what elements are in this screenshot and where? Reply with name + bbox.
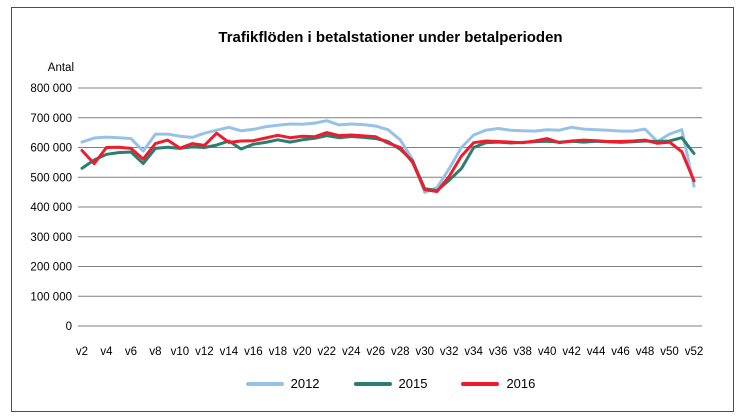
series-line-2012 [80, 119, 696, 194]
legend-item-2012: 2012 [245, 376, 320, 391]
chart-canvas: 800 000 700 000 600 000 500 000 400 000 300 0… [30, 83, 704, 358]
x-tick-label: v38 [513, 346, 532, 358]
x-tick-label: v30 [415, 346, 434, 358]
legend-swatch-2012 [245, 381, 284, 386]
y-tick-label: 300 000 [30, 232, 72, 244]
legend-label: 2015 [398, 376, 428, 391]
x-tick-label: v20 [293, 346, 312, 358]
legend-swatch-2016 [461, 381, 500, 386]
legend-label: 2016 [506, 376, 536, 391]
x-tick-label: v6 [125, 346, 137, 358]
x-tick-label: v28 [391, 346, 410, 358]
x-tick-label: v14 [220, 346, 239, 358]
x-tick-label: v46 [611, 346, 630, 358]
y-tick-label: 200 000 [30, 262, 72, 274]
legend-item-2016: 2016 [461, 376, 535, 391]
x-tick-label: v2 [76, 346, 88, 358]
x-tick-label: v24 [342, 346, 361, 358]
y-tick-label: 700 000 [30, 113, 72, 125]
x-tick-label: v52 [685, 346, 704, 358]
y-tick-label: 800 000 [30, 83, 72, 95]
x-tick-label: v16 [244, 346, 263, 358]
chart-title: Trafikflöden i betalstationer under beta… [218, 29, 563, 46]
y-tick-label: 400 000 [30, 202, 72, 214]
legend-item-2015: 2015 [353, 376, 428, 391]
x-tick-label: v32 [440, 346, 459, 358]
x-tick-label: v18 [269, 346, 288, 358]
legend-label: 2012 [290, 376, 320, 391]
y-axis-title: Antal [47, 62, 74, 74]
x-tick-label: v10 [171, 346, 190, 358]
x-tick-label: v8 [149, 346, 161, 358]
x-tick-label: v40 [538, 346, 557, 358]
y-tick-label: 500 000 [30, 172, 72, 184]
x-tick-label: v22 [318, 346, 337, 358]
y-tick-label: 600 000 [30, 143, 72, 155]
x-tick-label: v36 [489, 346, 508, 358]
x-tick-label: v34 [464, 346, 483, 358]
chart-legend: 2012 2015 2016 [78, 376, 703, 391]
x-tick-label: v42 [562, 346, 581, 358]
x-tick-label: v44 [587, 346, 606, 358]
legend-swatch-2015 [353, 381, 392, 386]
x-tick-label: v50 [660, 346, 679, 358]
y-tick-label: 0 [66, 321, 72, 333]
x-tick-label: v48 [636, 346, 655, 358]
series-line-2016 [80, 131, 696, 193]
x-tick-label: v26 [366, 346, 385, 358]
x-tick-label: v12 [195, 346, 214, 358]
x-tick-label: v4 [100, 346, 113, 358]
chart-figure: Trafikflöden i betalstationer under beta… [11, 7, 734, 412]
y-tick-label: 100 000 [30, 291, 72, 303]
